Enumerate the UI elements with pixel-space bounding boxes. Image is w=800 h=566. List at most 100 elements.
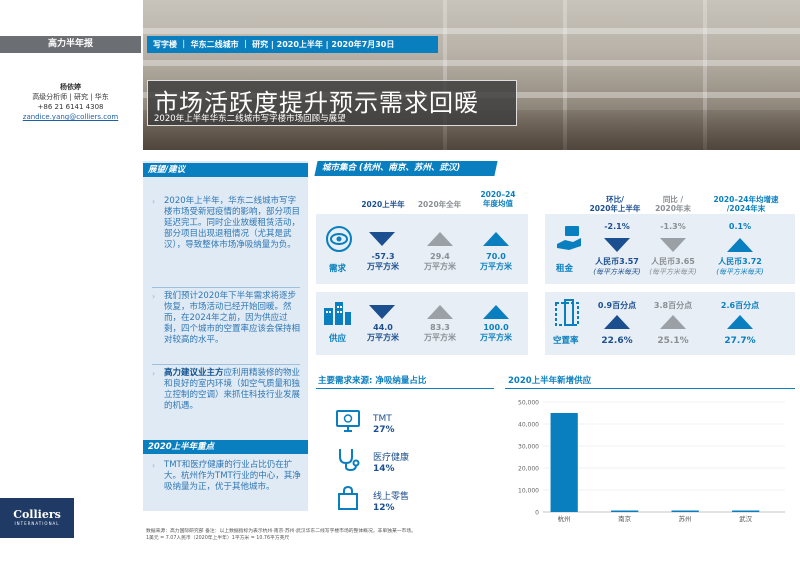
cluster-heading: 城市集合 (杭州、南京、苏州、武汉) <box>314 161 498 176</box>
logo-text: Colliers <box>13 508 61 521</box>
rent-h1-value: 人民币3.57 <box>595 257 639 266</box>
demand-source-heading: 主要需求来源: 净吸纳量占比 <box>318 376 427 386</box>
shopping-bag-icon <box>338 485 358 510</box>
rent-avg-unit: (每平方米每天) <box>716 268 764 276</box>
vacancy-avg-value: 27.7% <box>724 336 756 346</box>
colliers-logo: Colliers INTERNATIONAL <box>0 498 74 538</box>
new-supply-bar-chart: 0 10,000 20,000 30,000 40,000 50,000 杭州 南京 苏州 武汉 <box>518 400 785 523</box>
y-tick-label: 20,000 <box>518 466 539 473</box>
vacancy-year-pts: 3.8百分点 <box>653 301 693 310</box>
supply-building-icon <box>324 302 351 325</box>
col-h5: 同比 / 2020年末 <box>655 195 691 213</box>
bar-3 <box>732 510 760 512</box>
rent-year-pct: -1.3% <box>660 222 686 231</box>
y-tick-label: 40,000 <box>518 422 539 429</box>
rent-h1-pct: -2.1% <box>604 222 630 231</box>
bullet-arrow-icon: › <box>152 197 156 206</box>
rent-avg-pct: 0.1% <box>728 222 752 231</box>
outlook-bullet-1: › 2020年上半年，华东二线城市写字楼市场受新冠疫情的影响，部分项目延迟完工。… <box>152 196 301 250</box>
supply-avg-value: 100.0 万平方米 <box>480 323 512 342</box>
demand-panel <box>316 214 528 284</box>
rent-year-value: 人民币3.65 <box>651 257 695 266</box>
vacancy-avg-pts: 2.6百分点 <box>720 301 760 310</box>
author-phone: +86 21 6141 4308 <box>37 103 104 111</box>
supply-h1-value: 44.0 万平方米 <box>367 323 399 342</box>
demand-label: 需求 <box>329 264 347 274</box>
vacancy-h1-value: 22.6% <box>601 336 633 346</box>
author-email-link[interactable]: zandice.yang@colliers.com <box>22 113 119 121</box>
demand-avg-up-arrow-icon <box>483 232 509 246</box>
author-name: 杨依婷 <box>60 83 81 91</box>
footnote: 数据来源：高力国际研究部 备注：以上数据指标为表示杭州·南京·苏州·武汉华东二线… <box>146 528 786 542</box>
supply-panel <box>316 292 528 355</box>
rent-avg-value: 人民币3.72 <box>718 257 762 266</box>
vacancy-avg-up-arrow-icon <box>727 315 753 329</box>
rent-avg-up-arrow-icon <box>727 238 753 252</box>
outlook-bullet-3: › 高力建议业主方应利用精装修的物业和良好的室内环境（如空气质量和独立控制的空调… <box>152 368 301 411</box>
vacancy-building-icon <box>555 299 579 326</box>
supply-year-value: 83.3 万平方米 <box>424 323 456 342</box>
outlook-heading: 展望/建议 <box>143 163 308 177</box>
demand-year-up-arrow-icon <box>427 232 453 246</box>
col-h4: 环比/ 2020年上半年 <box>589 195 641 213</box>
bar-2 <box>671 510 699 512</box>
x-tick-label: 南京 <box>618 514 632 523</box>
y-tick-label: 0 <box>535 510 539 517</box>
page-title: 市场活跃度提升预示需求回暖 <box>154 89 479 117</box>
page-subtitle: 2020年上半年华东二线城市写字楼市场回顾与展望 <box>154 114 346 124</box>
footnote-line-2: 1美元 = 7.07人民币（2020年上半年）1平方米 = 10.76平方英尺 <box>146 536 290 541</box>
vacancy-label: 空置率 <box>553 336 579 346</box>
bullet-arrow-icon: › <box>152 369 156 378</box>
bullet-arrow-icon: › <box>152 292 156 301</box>
vacancy-year-value: 25.1% <box>657 336 689 346</box>
vacancy-h1-pts: 0.9百分点 <box>597 301 637 310</box>
author-title: 高级分析师 | 研究 | 华东 <box>32 93 109 101</box>
left-rail: 高力半年报 杨依婷 高级分析师 | 研究 | 华东 +86 21 6141 43… <box>0 0 141 566</box>
source-tmt: TMT 27% <box>373 414 395 435</box>
col-h3: 2020–24 年度均值 <box>480 190 516 208</box>
col-h6: 2020–24年均增速 /2024年末 <box>713 195 779 213</box>
x-tick-label: 武汉 <box>739 514 753 523</box>
demand-h1-down-arrow-icon <box>369 232 395 246</box>
col-h1: 2020上半年 <box>361 200 405 209</box>
supply-label: 供应 <box>329 334 347 344</box>
supply-h1-down-arrow-icon <box>369 305 395 319</box>
breadcrumb: 写字楼 ｜ 华东二线城市 ｜ 研究 | 2020上半年 | 2020年7月30日 <box>147 36 438 53</box>
bar-0 <box>550 413 578 512</box>
y-tick-label: 50,000 <box>518 400 539 407</box>
y-tick-label: 30,000 <box>518 444 539 451</box>
vacancy-h1-up-arrow-icon <box>604 315 630 329</box>
vacancy-year-up-arrow-icon <box>660 315 686 329</box>
x-tick-label: 苏州 <box>679 514 692 523</box>
col-h2: 2020年全年 <box>417 200 462 209</box>
y-tick-label: 10,000 <box>518 488 539 495</box>
rent-h1-down-arrow-icon <box>604 238 630 252</box>
rent-hand-money-icon <box>557 226 581 250</box>
rent-h1-unit: (每平方米每天) <box>593 268 641 276</box>
logo-subtext: INTERNATIONAL <box>14 521 60 526</box>
source-online-retail: 线上零售 12% <box>373 492 410 513</box>
hero-image <box>143 0 800 150</box>
stethoscope-icon <box>339 449 360 472</box>
key-bullet: › TMT和医疗健康的行业占比仍在扩大。杭州作为TMT行业的中心，其净吸纳量为正… <box>152 460 301 492</box>
x-tick-label: 杭州 <box>558 514 571 523</box>
bar-1 <box>611 510 639 512</box>
demand-avg-value: 70.0 万平方米 <box>480 252 512 271</box>
rent-year-unit: (每平方米每天) <box>649 268 697 276</box>
demand-h1-value: -57.3 万平方米 <box>367 252 399 271</box>
chart-title: 2020上半年新增供应 <box>508 376 592 386</box>
bullet-arrow-icon: › <box>152 461 156 470</box>
demand-year-value: 29.4 万平方米 <box>424 252 456 271</box>
supply-year-up-arrow-icon <box>427 305 453 319</box>
rent-year-down-arrow-icon <box>660 238 686 252</box>
key-heading: 2020上半年重点 <box>143 440 308 454</box>
title-box: 市场活跃度提升预示需求回暖 2020年上半年华东二线城市写字楼市场回顾与展望 <box>147 80 517 126</box>
footnote-line-1: 数据来源：高力国际研究部 备注：以上数据指标为表示杭州·南京·苏州·武汉华东二线… <box>146 529 416 534</box>
rent-label: 租金 <box>556 264 574 274</box>
outlook-bullet-2: › 我们预计2020年下半年需求将逐步恢复，市场活动已经开始回暖。然而，在202… <box>152 291 301 345</box>
computer-icon <box>336 410 360 432</box>
source-healthcare: 医疗健康 14% <box>373 453 410 474</box>
supply-avg-up-arrow-icon <box>483 305 509 319</box>
demand-eye-icon <box>326 226 352 252</box>
report-tag: 高力半年报 <box>0 36 141 53</box>
